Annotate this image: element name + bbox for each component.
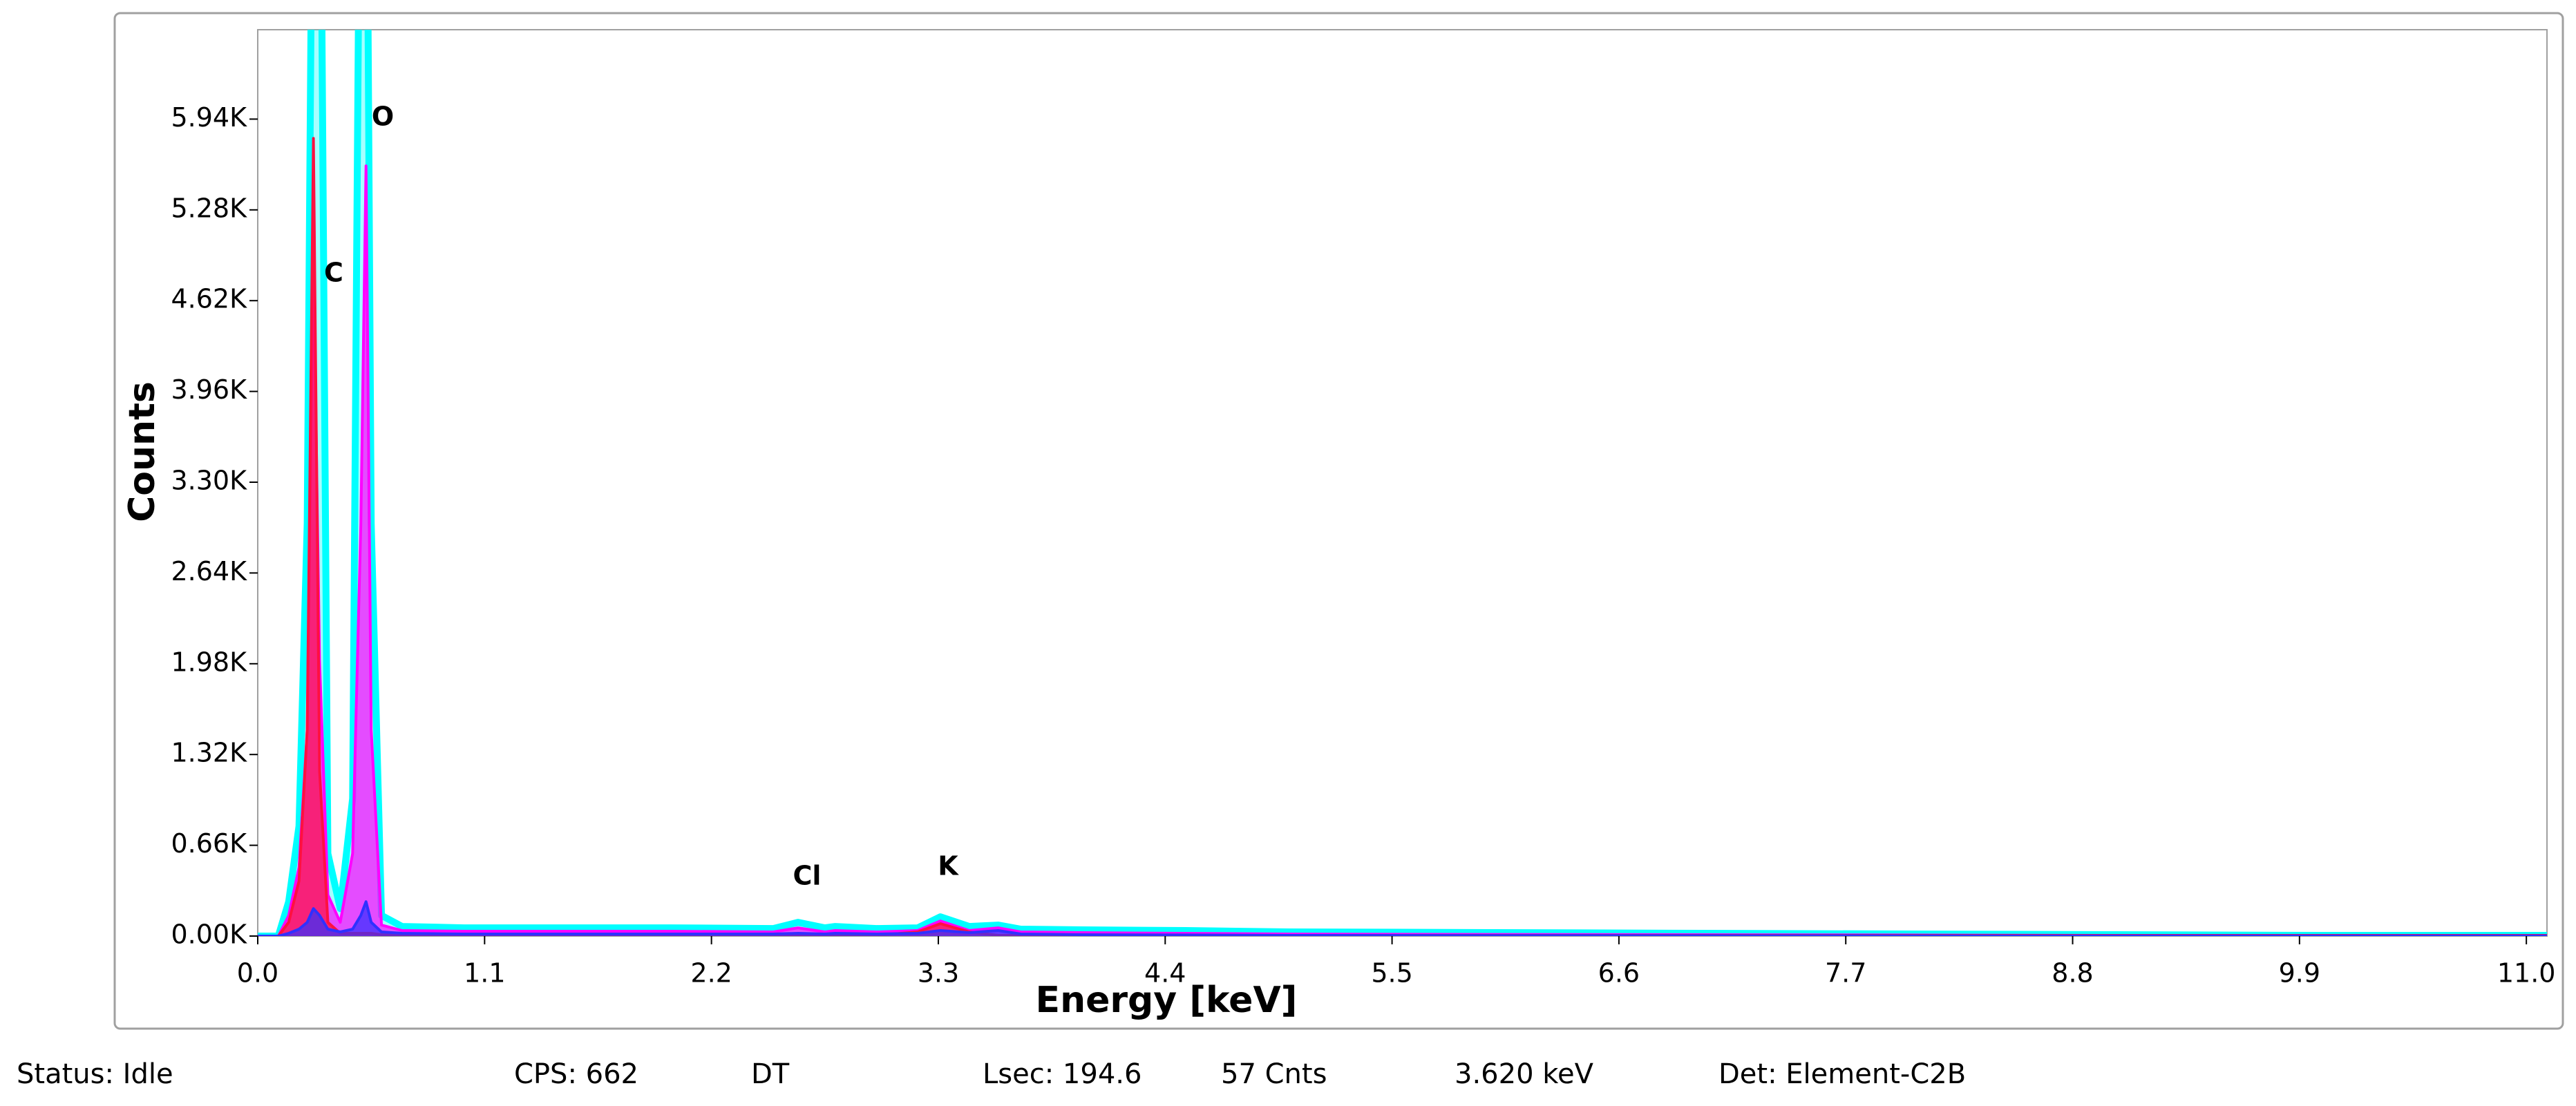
x-axis-title: Energy [keV] — [1036, 980, 1298, 1021]
y-tick-label: 4.62K — [171, 284, 247, 314]
peak-label: O — [372, 102, 394, 132]
peak-label: C — [324, 258, 343, 288]
peak-label: K — [938, 851, 959, 881]
x-tick-label: 2.2 — [690, 958, 732, 989]
y-tick-label: 1.98K — [171, 647, 247, 677]
plot-area — [257, 29, 2548, 937]
y-tick-label: 1.32K — [171, 738, 247, 768]
y-tick-label: 2.64K — [171, 556, 247, 587]
y-tick-label: 0.66K — [171, 828, 247, 859]
status-field: Det: Element-C2B — [1718, 1058, 1966, 1090]
x-tick-label: 0.0 — [237, 958, 278, 989]
x-tick-label: 5.5 — [1371, 958, 1412, 989]
x-tick-label: 4.4 — [1144, 958, 1186, 989]
peak-label: Cl — [793, 861, 822, 891]
x-tick-label: 8.8 — [2052, 958, 2093, 989]
spectrum-series — [258, 30, 2547, 936]
x-tick-label: 1.1 — [464, 958, 505, 989]
spectrum-series — [258, 900, 2547, 936]
status-field: Lsec: 194.6 — [983, 1058, 1142, 1090]
y-tick-label: 0.00K — [171, 919, 247, 950]
status-field: Status: Idle — [17, 1058, 173, 1090]
x-tick-label: 11.0 — [2497, 958, 2556, 989]
status-field: DT — [751, 1058, 790, 1090]
y-tick-label: 5.94K — [171, 102, 247, 133]
x-tick-label: 3.3 — [918, 958, 959, 989]
plot-layer — [258, 30, 2547, 936]
y-tick-label: 5.28K — [171, 193, 247, 223]
status-field: 57 Cnts — [1221, 1058, 1327, 1090]
x-tick-label: 6.6 — [1598, 958, 1640, 989]
x-tick-label: 9.9 — [2279, 958, 2320, 989]
status-field: CPS: 662 — [514, 1058, 638, 1090]
y-tick-label: 3.30K — [171, 466, 247, 496]
y-axis-title: Counts — [122, 381, 163, 522]
y-tick-label: 3.96K — [171, 374, 247, 405]
status-field: 3.620 keV — [1455, 1058, 1594, 1090]
x-tick-label: 7.7 — [1825, 958, 1866, 989]
